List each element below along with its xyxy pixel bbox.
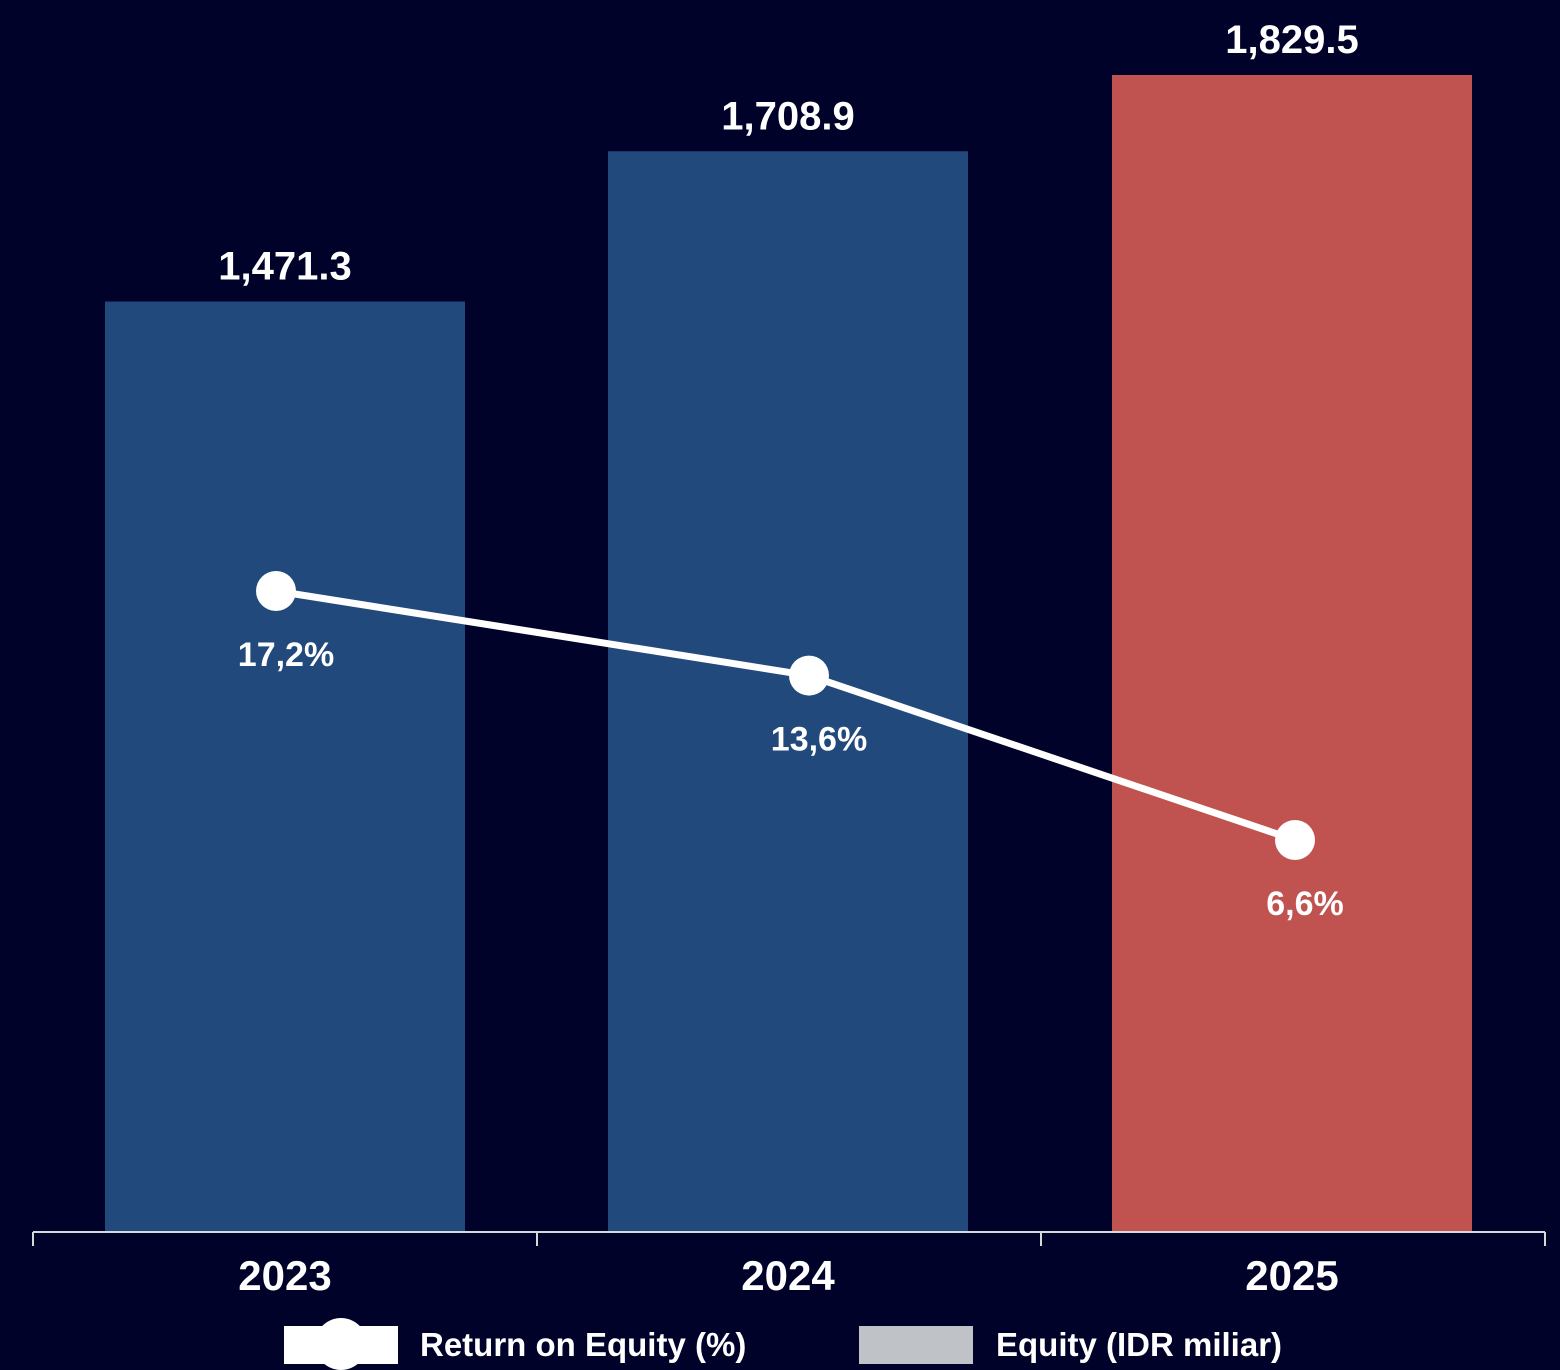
bar-value-label-2023: 1,471.3 bbox=[218, 245, 351, 289]
bar-value-label-2025: 1,829.5 bbox=[1225, 18, 1358, 62]
roe-value-label-2024: 13,6% bbox=[771, 721, 867, 759]
bars-layer bbox=[105, 75, 1472, 1233]
roe-labels-layer: 17,2% 13,6% 6,6% bbox=[238, 636, 1344, 923]
roe-point-2023 bbox=[256, 571, 296, 611]
legend: Return on Equity (%) Equity (IDR miliar) bbox=[284, 1318, 1282, 1370]
x-tick-label-2023: 2023 bbox=[238, 1252, 331, 1299]
x-tick-label-2025: 2025 bbox=[1245, 1252, 1338, 1299]
roe-points-layer bbox=[256, 571, 1315, 860]
legend-item-roe: Return on Equity (%) bbox=[284, 1318, 746, 1370]
x-axis-ticks: 2023 2024 2025 bbox=[32, 1232, 1546, 1299]
roe-value-label-2025: 6,6% bbox=[1266, 885, 1344, 923]
legend-roe-marker bbox=[315, 1318, 367, 1370]
bar-2025 bbox=[1112, 75, 1472, 1232]
legend-item-equity: Equity (IDR miliar) bbox=[859, 1326, 1282, 1364]
legend-equity-label: Equity (IDR miliar) bbox=[996, 1326, 1282, 1363]
legend-roe-label: Return on Equity (%) bbox=[420, 1326, 746, 1363]
bar-labels-layer: 1,471.3 1,708.9 1,829.5 bbox=[218, 18, 1358, 289]
roe-point-2024 bbox=[789, 655, 829, 696]
x-tick-label-2024: 2024 bbox=[741, 1252, 835, 1299]
bar-value-label-2024: 1,708.9 bbox=[721, 94, 854, 138]
roe-point-2025 bbox=[1275, 820, 1315, 860]
bar-2023 bbox=[105, 301, 465, 1233]
roe-value-label-2023: 17,2% bbox=[238, 636, 334, 674]
bar-2024 bbox=[608, 151, 968, 1232]
legend-equity-swatch bbox=[859, 1326, 973, 1364]
